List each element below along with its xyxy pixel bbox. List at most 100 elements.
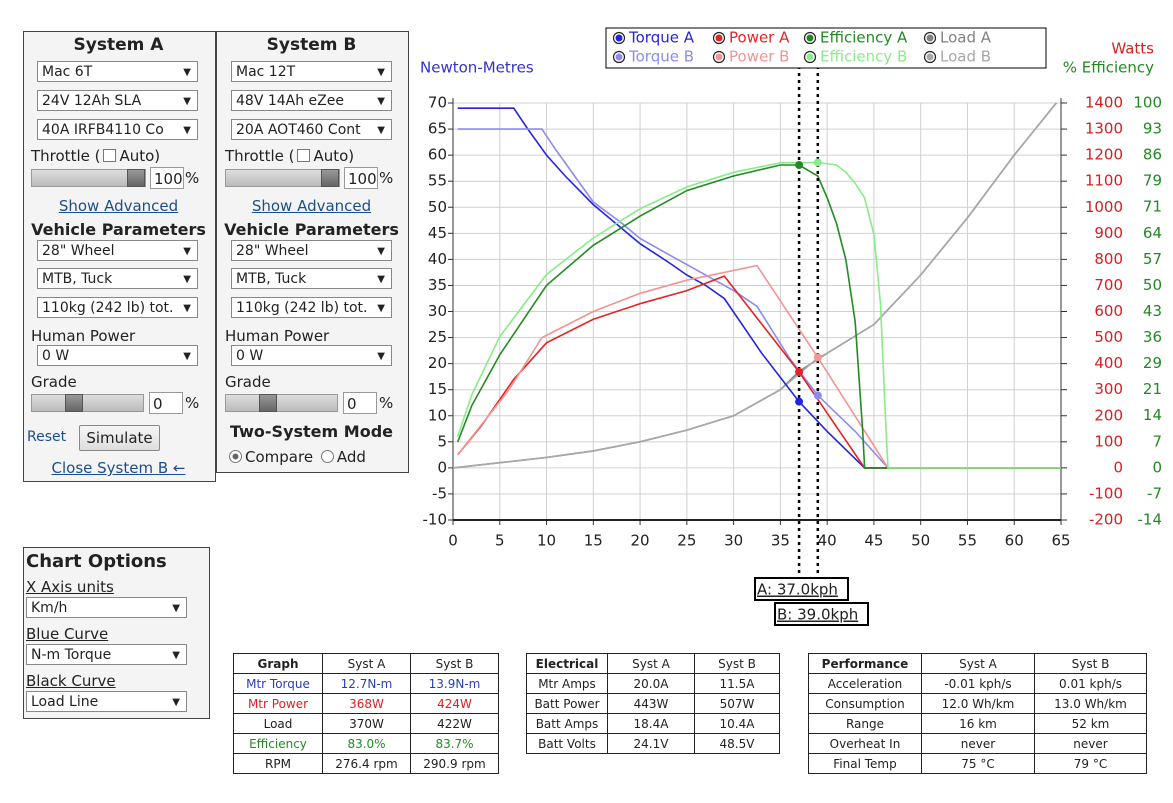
select[interactable]: MTB, Tuck — [231, 268, 392, 289]
table-row: Range 16 km 52 km — [808, 713, 1147, 734]
y3-tick-label: 29 — [1143, 354, 1162, 372]
y-tick-label: 55 — [428, 172, 447, 190]
reset-link[interactable]: Reset — [27, 429, 67, 445]
y3-tick-label: 86 — [1143, 146, 1162, 164]
data-table: Performance Syst A Syst B Acceleration -0.01… — [808, 653, 1147, 774]
select[interactable]: N-m Torque — [26, 644, 187, 665]
table-cell: Batt Power — [526, 693, 608, 714]
series-line — [457, 107, 1061, 469]
select[interactable]: 0 W — [37, 345, 198, 366]
y-tick-label: 5 — [437, 432, 447, 450]
table-cell: 290.9 rpm — [410, 753, 499, 774]
table-row: Mtr Amps 20.0A 11.5A — [526, 673, 780, 694]
label: Black Curve — [26, 672, 116, 690]
legend-label: Power B — [729, 48, 789, 66]
y3-tick-label: 57 — [1143, 250, 1162, 268]
series-line — [452, 102, 1057, 469]
checkbox[interactable] — [297, 149, 311, 162]
table-cell: 83.7% — [410, 733, 499, 754]
table-cell: 83.0% — [322, 733, 411, 754]
legend-label: Power A — [729, 29, 790, 47]
y-tick-label: 70 — [428, 94, 447, 112]
select[interactable]: 24V 12Ah SLA — [37, 90, 198, 111]
x-tick-label: 15 — [584, 532, 603, 550]
title: System A — [73, 35, 164, 55]
series-line — [457, 264, 1061, 469]
slider[interactable] — [225, 394, 338, 412]
select[interactable]: 110kg (242 lb) tot. — [37, 297, 198, 318]
header-cell: Syst B — [1034, 653, 1147, 674]
y2-tick-label: 1300 — [1085, 120, 1123, 138]
link[interactable]: Close System B ← — [51, 459, 186, 477]
checkbox[interactable] — [103, 149, 117, 162]
select[interactable]: 28" Wheel — [231, 240, 392, 261]
select[interactable]: Mac 6T — [37, 61, 198, 82]
table-cell: 13.0 Wh/km — [1034, 693, 1147, 714]
select[interactable]: Mac 12T — [231, 61, 392, 82]
y-tick-label: -10 — [423, 511, 448, 529]
input[interactable]: 100 — [344, 167, 378, 189]
legend-swatch — [806, 34, 814, 42]
slider[interactable] — [31, 394, 144, 412]
x-tick-label: 0 — [448, 532, 458, 550]
radio[interactable] — [320, 450, 334, 463]
series-line — [457, 128, 1061, 469]
y-tick-label: 30 — [428, 302, 447, 320]
select[interactable]: 48V 14Ah eZee — [231, 90, 392, 111]
slider-thumb[interactable] — [321, 169, 339, 187]
y3-tick-label: 50 — [1143, 276, 1162, 294]
table-cell: Acceleration — [808, 673, 922, 694]
table-cell: 10.4A — [694, 713, 780, 734]
slider-thumb[interactable] — [259, 394, 277, 412]
legend-swatch — [615, 34, 623, 42]
table-row: Overheat In never never — [808, 733, 1147, 754]
y-tick-label: 10 — [428, 406, 447, 424]
select[interactable]: Load Line — [26, 691, 187, 712]
label: Grade — [31, 373, 77, 391]
table-cell: 75 °C — [921, 753, 1035, 774]
slider[interactable] — [31, 169, 146, 187]
select[interactable]: 28" Wheel — [37, 240, 198, 261]
y2-tick-label: 800 — [1094, 250, 1123, 268]
series-line — [456, 161, 1061, 469]
link[interactable]: Show Advanced — [251, 197, 372, 215]
y3-axis-title: % Efficiency — [1063, 59, 1154, 77]
y3-tick-label: -14 — [1138, 511, 1163, 529]
radio[interactable] — [229, 450, 242, 463]
select[interactable]: 20A AOT460 Cont — [231, 119, 392, 140]
y3-tick-label: -7 — [1147, 484, 1162, 502]
x-tick-label: 50 — [911, 532, 930, 550]
y3-tick-label: 7 — [1152, 432, 1162, 450]
table-row: Consumption 12.0 Wh/km 13.0 Wh/km — [808, 693, 1147, 714]
label: Human Power — [31, 327, 136, 345]
slider[interactable] — [225, 169, 340, 187]
header-cell: Electrical — [526, 653, 608, 674]
table-cell: Load — [233, 713, 323, 734]
table-cell: 24.1V — [607, 733, 695, 754]
series-line — [456, 164, 1061, 469]
y-axis-title: Newton-Metres — [420, 59, 534, 77]
input[interactable]: 100 — [150, 167, 184, 189]
table-cell: Efficiency — [233, 733, 323, 754]
y-tick-label: 65 — [428, 120, 447, 138]
slider-thumb[interactable] — [127, 169, 145, 187]
select[interactable]: Km/h — [26, 597, 187, 618]
input[interactable]: 0 — [343, 392, 377, 414]
simulate-button[interactable]: Simulate — [79, 425, 160, 451]
header-cell: Syst B — [694, 653, 780, 674]
y2-tick-label: 300 — [1094, 380, 1123, 398]
select[interactable]: 40A IRFB4110 Co — [37, 119, 198, 140]
select[interactable]: 110kg (242 lb) tot. — [231, 297, 392, 318]
input[interactable]: 0 — [149, 392, 183, 414]
select[interactable]: MTB, Tuck — [37, 268, 198, 289]
table-row: RPM 276.4 rpm 290.9 rpm — [233, 753, 499, 774]
y-tick-label: 0 — [437, 458, 447, 476]
select[interactable]: 0 W — [231, 345, 392, 366]
legend-swatch — [615, 53, 623, 61]
link[interactable]: Show Advanced — [58, 197, 179, 215]
x-tick-label: 30 — [724, 532, 743, 550]
slider-thumb[interactable] — [65, 394, 83, 412]
table-cell: 12.0 Wh/km — [921, 693, 1035, 714]
y-tick-label: -5 — [432, 484, 447, 502]
